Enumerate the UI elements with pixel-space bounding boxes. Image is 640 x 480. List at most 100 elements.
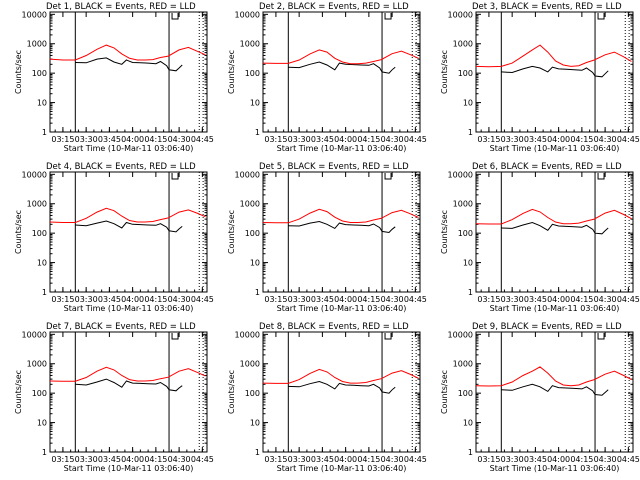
x-axis-label: Start Time (10-Mar-11 03:06:40) — [490, 464, 620, 473]
y-tick-label: 10 — [463, 259, 473, 268]
x-tick-label: 03:45 — [524, 135, 547, 144]
plot-frame — [49, 11, 208, 133]
y-tick-label: 1000 — [240, 360, 260, 369]
x-tick-label: 04:45 — [617, 455, 640, 464]
y-tick-label: 1 — [255, 128, 260, 137]
y-tick-label: 1 — [42, 128, 47, 137]
x-tick-label: 03:45 — [311, 135, 334, 144]
y-tick-label: 1 — [42, 288, 47, 297]
plot-frame — [262, 171, 421, 293]
x-tick-label: 04:00 — [547, 135, 570, 144]
y-tick-label: 1 — [468, 448, 473, 457]
y-tick-label: 10 — [37, 259, 47, 268]
x-tick-label: 03:15 — [477, 135, 500, 144]
x-tick-label: 03:30 — [288, 455, 311, 464]
y-tick-label: 1 — [468, 128, 473, 137]
x-tick-label: 04:30 — [168, 295, 191, 304]
x-tick-label: 04:45 — [404, 135, 427, 144]
x-tick-label: 03:30 — [501, 135, 524, 144]
chart-panel-9: Det 9, BLACK = Events, RED = LLD 1 10 100 10… — [440, 322, 640, 473]
interval-flag-marker — [171, 173, 179, 180]
x-tick-label: 03:15 — [51, 135, 74, 144]
x-tick-label: 03:45 — [98, 455, 121, 464]
x-tick-label: 04:15 — [570, 455, 593, 464]
x-tick-label: 04:30 — [381, 135, 404, 144]
x-tick-label: 03:30 — [75, 295, 98, 304]
y-axis-label: Counts/sec — [227, 370, 236, 414]
y-tick-label: 100 — [458, 229, 473, 238]
plot-frame — [262, 331, 421, 453]
plot-frame — [49, 331, 208, 453]
chart-panel-5: Det 5, BLACK = Events, RED = LLD 1 10 100 10… — [227, 162, 427, 313]
chart-title: Det 9, BLACK = Events, RED = LLD — [472, 322, 622, 332]
x-axis-label: Start Time (10-Mar-11 03:06:40) — [277, 464, 407, 473]
plot-frame — [262, 11, 421, 133]
x-tick-label: 03:15 — [51, 295, 74, 304]
y-tick-label: 10 — [463, 99, 473, 108]
y-axis-label: Counts/sec — [440, 210, 449, 254]
x-tick-label: 04:00 — [334, 455, 357, 464]
y-tick-label: 1000 — [453, 360, 473, 369]
x-tick-label: 04:45 — [191, 455, 214, 464]
y-axis-label: Counts/sec — [14, 210, 23, 254]
interval-flag-marker — [384, 333, 392, 340]
chart-panel-7: Det 7, BLACK = Events, RED = LLD 1 10 100 10… — [14, 322, 214, 473]
y-tick-label: 10 — [37, 99, 47, 108]
events-series-line — [75, 57, 183, 72]
interval-flag-marker — [384, 173, 392, 180]
events-series-line — [501, 221, 609, 235]
y-tick-label: 10000 — [22, 10, 47, 19]
x-tick-label: 04:30 — [168, 135, 191, 144]
y-tick-label: 100 — [245, 229, 260, 238]
y-tick-label: 10 — [250, 259, 260, 268]
lld-series-line — [475, 366, 632, 387]
x-tick-label: 04:15 — [357, 135, 380, 144]
x-tick-label: 04:00 — [334, 135, 357, 144]
x-tick-label: 03:15 — [51, 455, 74, 464]
x-tick-label: 04:15 — [144, 455, 167, 464]
x-tick-label: 04:30 — [594, 295, 617, 304]
x-tick-label: 03:30 — [501, 455, 524, 464]
chart-title: Det 2, BLACK = Events, RED = LLD — [259, 2, 409, 12]
x-tick-label: 03:45 — [524, 295, 547, 304]
y-tick-label: 100 — [245, 389, 260, 398]
y-tick-label: 100 — [458, 389, 473, 398]
y-axis-label: Counts/sec — [440, 50, 449, 94]
x-tick-label: 03:45 — [311, 295, 334, 304]
x-tick-label: 04:15 — [570, 295, 593, 304]
chart-panel-3: Det 3, BLACK = Events, RED = LLD 1 10 100 10… — [440, 2, 640, 153]
y-tick-label: 1 — [255, 288, 260, 297]
interval-flag-marker — [597, 173, 605, 180]
y-tick-label: 10000 — [235, 10, 260, 19]
lld-series-line — [262, 49, 419, 65]
y-tick-label: 10 — [250, 419, 260, 428]
interval-flag-marker — [171, 333, 179, 340]
chart-panel-1: Det 1, BLACK = Events, RED = LLD 1 10 100 10… — [14, 2, 214, 153]
y-tick-label: 1000 — [453, 40, 473, 49]
y-axis-label: Counts/sec — [14, 370, 23, 414]
events-series-line — [288, 220, 396, 234]
x-tick-label: 03:45 — [524, 455, 547, 464]
x-tick-label: 04:15 — [144, 135, 167, 144]
y-tick-label: 1000 — [453, 200, 473, 209]
x-tick-label: 04:15 — [357, 455, 380, 464]
chart-title: Det 6, BLACK = Events, RED = LLD — [472, 162, 622, 172]
y-tick-label: 10000 — [22, 170, 47, 179]
y-tick-label: 100 — [32, 69, 47, 78]
chart-panel-6: Det 6, BLACK = Events, RED = LLD 1 10 100 10… — [440, 162, 640, 313]
x-tick-label: 04:30 — [594, 455, 617, 464]
lld-series-line — [262, 208, 419, 224]
plot-frame — [475, 331, 634, 453]
y-axis-label: Counts/sec — [227, 210, 236, 254]
x-tick-label: 04:00 — [121, 135, 144, 144]
lld-series-line — [262, 368, 419, 384]
x-tick-label: 03:30 — [288, 135, 311, 144]
x-tick-label: 04:00 — [547, 455, 570, 464]
interval-flag-marker — [597, 333, 605, 340]
interval-flag-marker — [171, 13, 179, 20]
chart-title: Det 3, BLACK = Events, RED = LLD — [472, 2, 622, 12]
y-tick-label: 1000 — [27, 360, 47, 369]
plot-frame — [475, 11, 634, 133]
